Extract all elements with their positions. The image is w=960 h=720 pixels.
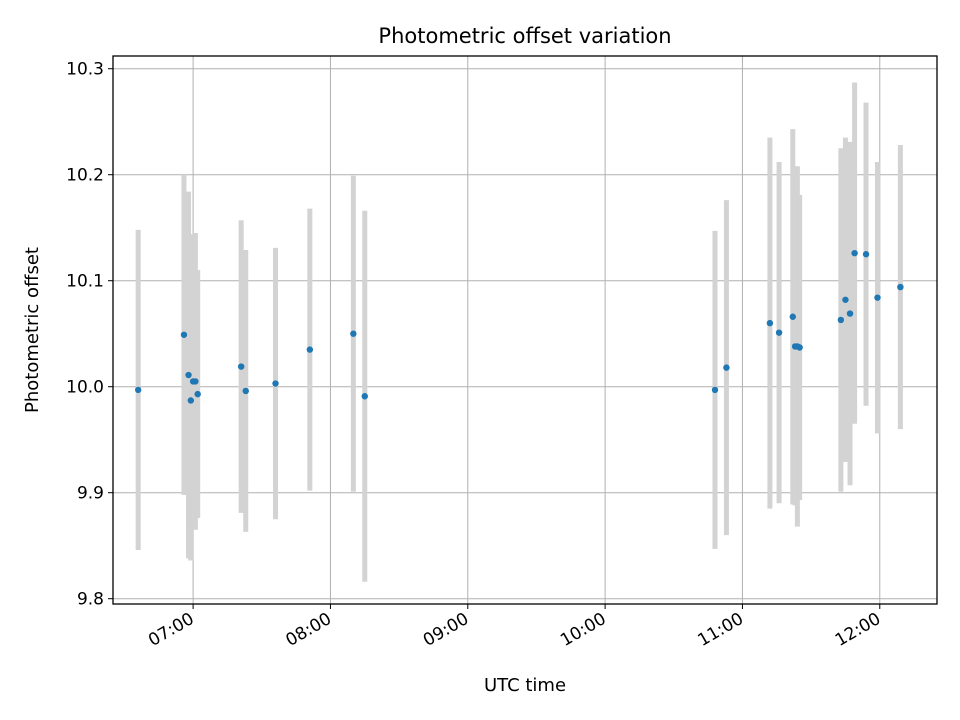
data-point: [846, 310, 854, 317]
chart-title: Photometric offset variation: [378, 24, 671, 48]
y-tick-label: 10.2: [66, 166, 104, 186]
data-point: [796, 344, 803, 351]
data-point: [361, 393, 368, 400]
data-point: [180, 331, 188, 338]
data-point: [306, 346, 314, 353]
data-point: [837, 316, 845, 324]
y-tick-label: 10.0: [66, 378, 104, 398]
data-point: [350, 330, 357, 337]
data-point: [862, 251, 870, 258]
data-point: [187, 397, 195, 404]
plot-frame: [112, 55, 938, 605]
data-point: [874, 294, 881, 301]
data-point: [242, 387, 249, 395]
y-axis-label: Photometric offset: [22, 247, 43, 413]
data-point: [237, 363, 245, 370]
x-axis-label: UTC time: [484, 675, 566, 696]
data-point: [711, 386, 719, 394]
y-tick-label: 9.8: [77, 590, 104, 610]
y-tick-label: 10.1: [66, 272, 104, 292]
data-point: [194, 390, 201, 398]
y-tick-label: 9.9: [77, 484, 104, 504]
data-points: [134, 249, 904, 404]
data-point: [766, 319, 774, 327]
data-point: [851, 249, 858, 257]
data-point: [192, 378, 199, 385]
data-point: [897, 283, 904, 291]
y-tick-label: 10.3: [66, 60, 104, 80]
data-point: [185, 371, 192, 379]
data-point: [842, 296, 849, 303]
data-point: [272, 380, 279, 387]
data-point: [723, 364, 730, 371]
data-point: [775, 329, 783, 336]
data-point: [134, 386, 142, 394]
data-point: [789, 313, 796, 320]
